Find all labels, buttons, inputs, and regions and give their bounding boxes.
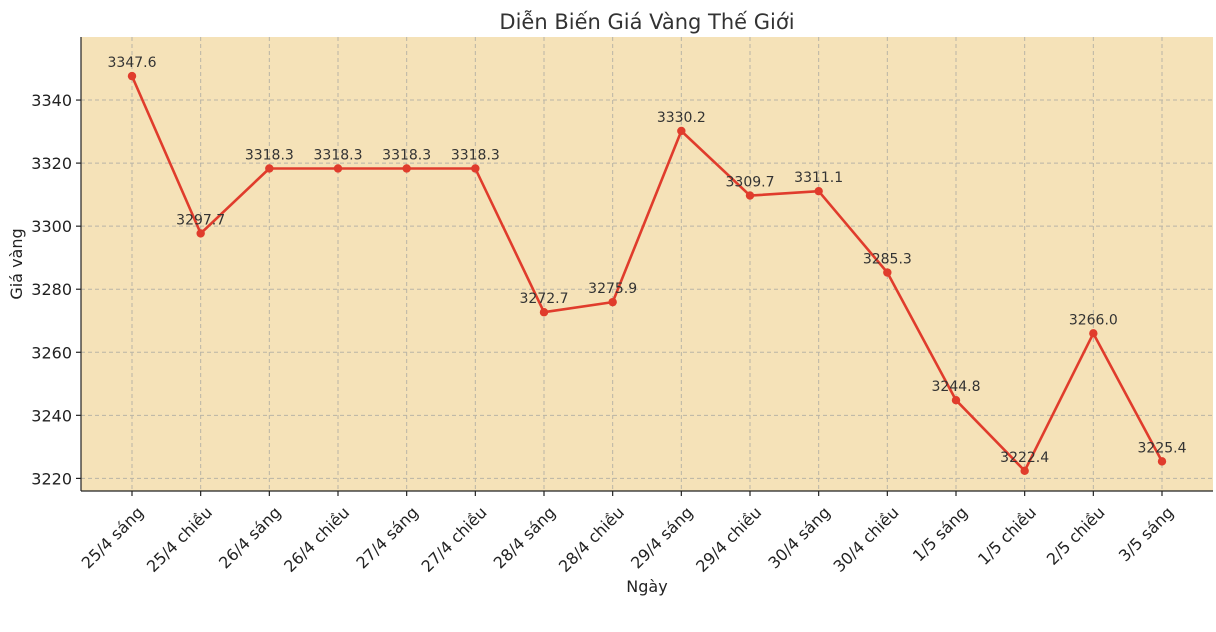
data-label: 3225.4 xyxy=(1138,440,1187,456)
y-tick-label: 3340 xyxy=(31,91,72,110)
x-tick-label: 27/4 chiều xyxy=(418,503,491,576)
data-point xyxy=(333,164,343,173)
data-label: 3347.6 xyxy=(108,55,157,71)
x-tick-label: 3/5 sáng xyxy=(1115,503,1177,565)
data-point xyxy=(1089,329,1098,338)
x-tick-label: 30/4 sáng xyxy=(764,503,834,573)
data-point xyxy=(814,186,823,196)
data-label: 3311.1 xyxy=(794,170,843,186)
data-label: 3285.3 xyxy=(863,252,912,268)
data-point xyxy=(539,308,549,317)
data-labels: 3347.6 3297.7 3318.3 3318.3 3318.3 3318.3 3272… xyxy=(108,55,1187,466)
data-point xyxy=(951,396,961,405)
data-point xyxy=(471,164,480,173)
y-tick-label: 3220 xyxy=(31,469,72,488)
data-label: 3330.2 xyxy=(657,110,706,126)
chart-title: Diễn Biến Giá Vàng Thế Giới xyxy=(499,9,794,34)
x-axis-label: Ngày xyxy=(626,577,667,596)
data-label: 3297.7 xyxy=(176,212,225,228)
data-point xyxy=(127,71,137,81)
y-tick-label: 3260 xyxy=(31,343,72,362)
data-label: 3266.0 xyxy=(1069,312,1118,328)
data-point xyxy=(1157,457,1167,466)
x-tick-label: 28/4 sáng xyxy=(490,503,560,573)
x-tick-label: 27/4 sáng xyxy=(352,503,422,573)
data-point xyxy=(265,164,274,173)
data-label: 3244.8 xyxy=(932,379,981,395)
grid-lines xyxy=(81,37,1213,491)
data-label: 3318.3 xyxy=(451,147,500,163)
y-tick-label: 3300 xyxy=(31,217,72,236)
data-label: 3309.7 xyxy=(726,175,775,191)
data-point xyxy=(1020,466,1029,476)
x-tick-label: 25/4 sáng xyxy=(78,503,148,573)
x-tick-label: 28/4 chiều xyxy=(555,503,628,576)
data-point xyxy=(402,164,411,173)
data-point xyxy=(196,229,205,238)
data-point xyxy=(608,297,617,307)
x-tick-label: 26/4 chiều xyxy=(280,503,353,576)
data-label: 3318.3 xyxy=(245,147,294,163)
data-point xyxy=(745,191,755,200)
y-axis-label: Giá vàng xyxy=(7,228,26,299)
x-tick-label: 2/5 chiều xyxy=(1043,503,1109,569)
x-tick-label: 26/4 sáng xyxy=(215,503,285,573)
plot-background xyxy=(81,37,1213,491)
x-tick-label: 1/5 chiều xyxy=(974,503,1040,569)
y-ticks: 3220 3240 3260 3280 3300 3320 3340 xyxy=(31,91,81,488)
data-point xyxy=(883,268,892,277)
data-label: 3318.3 xyxy=(314,147,363,163)
x-tick-label: 30/4 chiều xyxy=(830,503,903,576)
y-tick-label: 3280 xyxy=(31,280,72,299)
y-tick-label: 3240 xyxy=(31,406,72,425)
y-tick-label: 3320 xyxy=(31,154,72,173)
data-label: 3275.9 xyxy=(588,281,637,297)
data-label: 3272.7 xyxy=(520,291,569,307)
data-label: 3318.3 xyxy=(382,147,431,163)
x-tick-label: 29/4 chiều xyxy=(692,503,765,576)
x-tick-label: 29/4 sáng xyxy=(627,503,697,573)
x-tick-label: 25/4 chiều xyxy=(143,503,216,576)
x-tick-label: 1/5 sáng xyxy=(909,503,971,565)
data-point xyxy=(677,126,686,136)
data-points xyxy=(127,71,1167,476)
data-label: 3222.4 xyxy=(1000,450,1049,466)
series-line xyxy=(130,75,1164,473)
